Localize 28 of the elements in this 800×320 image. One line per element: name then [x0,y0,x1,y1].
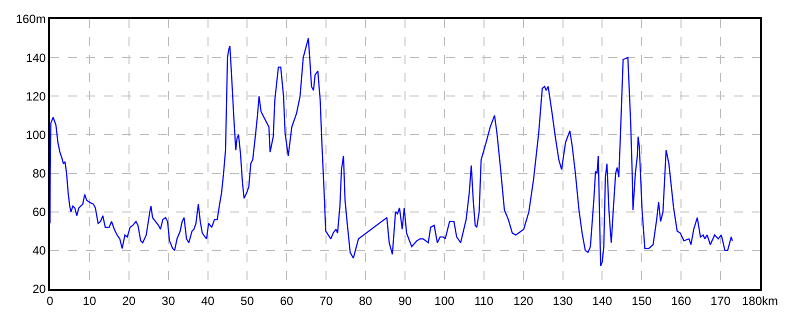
x-tick-label: 60 [280,294,294,308]
x-tick-label: 80 [358,294,373,308]
x-tick-label: 40 [201,294,215,308]
y-tick-label: 100 [26,128,46,142]
x-tick-label: 100 [434,294,455,308]
x-tick-label: 170 [710,294,731,308]
line-series [50,38,733,266]
y-tick-label: 20 [32,282,46,296]
y-tick-label: 60 [32,205,46,220]
x-tick-label: 20 [122,294,136,308]
y-tick-label: 140 [26,50,46,65]
x-tick-label: 120 [513,294,534,308]
x-tick-label: 150 [632,294,652,308]
x-tick-label: 140 [592,294,613,308]
x-tick-label: 50 [240,294,254,308]
x-tick-label: 30 [162,294,176,308]
y-tick-label: 160m [16,12,46,26]
y-tick-label: 40 [32,244,46,258]
x-tick-label: 130 [552,294,574,308]
x-tick-label: 90 [398,294,412,308]
x-tick-label: 10 [82,294,96,308]
x-tick-label: 180km [742,294,778,308]
y-tick-label: 120 [26,89,46,104]
x-tick-label: 70 [319,294,334,308]
x-tick-label: 110 [474,294,494,308]
x-tick-label: 0 [46,294,54,308]
x-tick-label: 160 [671,294,692,308]
y-tick-label: 80 [32,166,46,180]
